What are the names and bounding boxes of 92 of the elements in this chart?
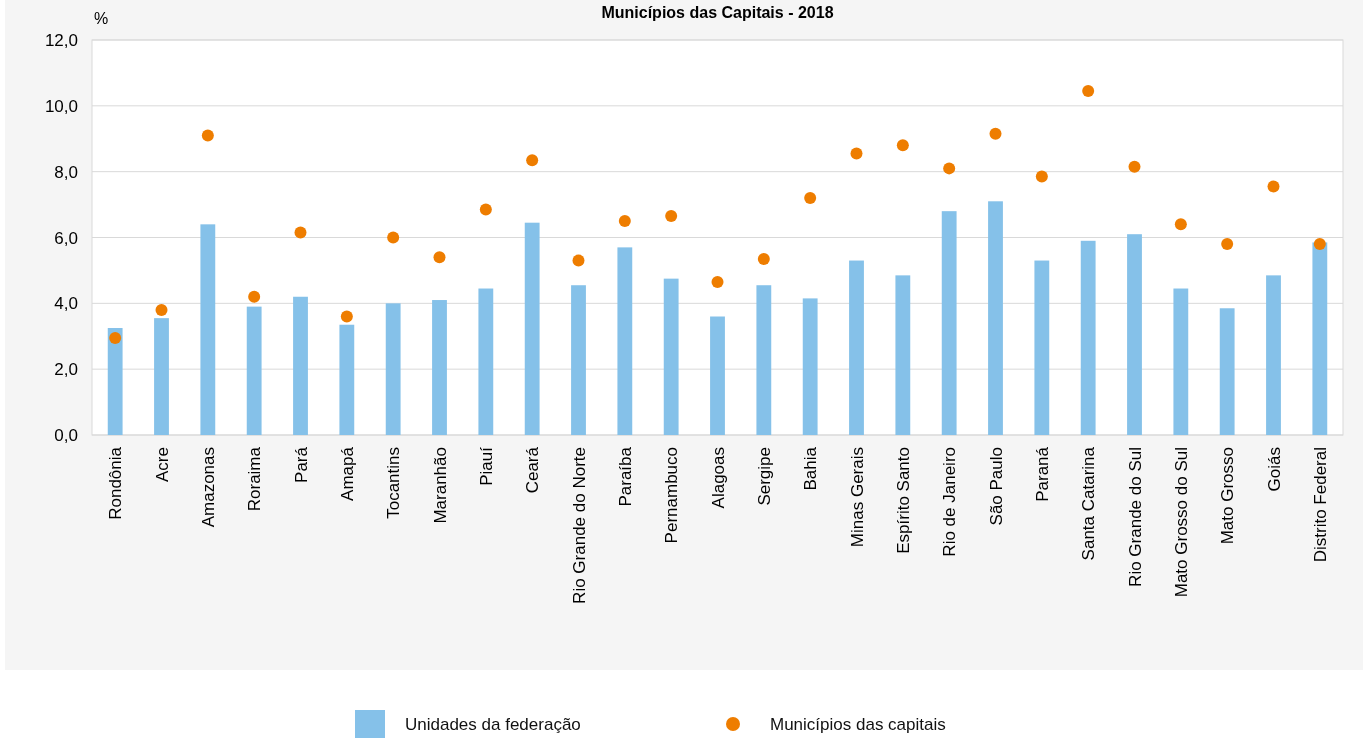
x-tick-label: Ceará: [523, 446, 543, 494]
point: [1221, 238, 1234, 251]
point: [155, 303, 168, 316]
x-tick-label: Pernambuco: [662, 447, 682, 544]
x-tick-label: Distrito Federal: [1310, 447, 1330, 563]
bar: [293, 296, 308, 435]
point: [1082, 85, 1095, 98]
point: [943, 162, 956, 175]
point: [757, 252, 770, 265]
point: [526, 154, 539, 167]
bar: [1312, 242, 1328, 435]
chart-title: Municípios das Capitais - 2018: [601, 4, 834, 21]
point: [572, 254, 585, 267]
y-tick-label: 2,0: [54, 360, 78, 380]
y-axis-title: %: [94, 10, 109, 27]
x-tick-label: Alagoas: [708, 447, 728, 509]
x-tick-label: Sergipe: [754, 447, 774, 506]
bar: [385, 303, 401, 435]
x-tick-label: Rio de Janeiro: [940, 447, 960, 557]
x-tick-label: Tocantins: [384, 447, 404, 519]
y-tick-label: 10,0: [44, 96, 78, 116]
point: [1035, 170, 1048, 183]
x-tick-label: Maranhão: [430, 447, 450, 524]
bar: [1266, 275, 1281, 435]
point: [850, 147, 863, 160]
bar: [756, 285, 772, 435]
x-tick-label: Minas Gerais: [847, 447, 867, 548]
point: [1128, 160, 1141, 173]
bar: [617, 247, 633, 435]
y-tick-label: 0,0: [54, 426, 78, 445]
x-tick-label: Espírito Santo: [893, 447, 913, 554]
legend-label: Unidades da federação: [405, 715, 581, 734]
x-tick-label: Amapá: [337, 446, 357, 501]
x-tick-label: Bahia: [801, 446, 821, 491]
x-tick-label: Paraíba: [615, 446, 635, 507]
bar: [200, 224, 216, 435]
x-tick-label: Pará: [291, 446, 311, 483]
x-tick-label: Paraná: [1032, 446, 1052, 502]
point: [248, 290, 261, 303]
point: [1267, 180, 1280, 193]
point: [479, 203, 492, 216]
bar: [1127, 234, 1142, 435]
legend-label: Municípios das capitais: [770, 715, 946, 734]
bar: [941, 211, 957, 435]
x-tick-label: São Paulo: [986, 447, 1006, 526]
x-tick-label: Mato Grosso do Sul: [1171, 447, 1191, 598]
x-tick-label: Acre: [152, 447, 172, 482]
x-tick-label: Rondônia: [106, 446, 126, 520]
bar: [1080, 240, 1096, 435]
bar: [107, 328, 123, 435]
x-tick-label: Amazonas: [198, 447, 218, 528]
x-tick-label: Mato Grosso: [1218, 447, 1238, 545]
point: [294, 226, 307, 239]
bar: [432, 300, 447, 435]
point: [387, 231, 400, 244]
point: [665, 210, 678, 223]
point: [896, 139, 909, 152]
bar: [246, 306, 262, 435]
point: [989, 127, 1002, 140]
bar: [663, 278, 679, 435]
bar: [478, 288, 494, 435]
point: [804, 192, 817, 204]
point: [618, 215, 631, 228]
point: [201, 129, 214, 142]
point: [1313, 238, 1326, 251]
y-tick-label: 6,0: [54, 228, 78, 248]
y-tick-label: 4,0: [54, 294, 78, 314]
bar: [154, 318, 169, 435]
bar: [1219, 308, 1235, 435]
bar: [524, 222, 540, 435]
point: [711, 275, 724, 288]
y-tick-label: 8,0: [54, 162, 78, 182]
x-tick-label: Roraima: [245, 446, 265, 512]
bar: [895, 275, 911, 435]
x-tick-label: Piauí: [476, 446, 496, 486]
point: [340, 310, 353, 323]
bar: [849, 260, 864, 435]
x-tick-label: Rio Grande do Sul: [1125, 447, 1145, 587]
bar: [339, 324, 355, 435]
point: [1174, 218, 1187, 231]
bar: [802, 298, 818, 435]
x-tick-label: Rio Grande do Norte: [569, 447, 589, 604]
bar: [1034, 260, 1050, 435]
x-tick-label: Goiás: [1264, 447, 1284, 492]
y-tick-label: 12,0: [44, 31, 78, 50]
x-tick-label: Santa Catarina: [1079, 446, 1099, 561]
bar: [571, 285, 586, 435]
point: [433, 251, 446, 264]
bar: [710, 316, 725, 435]
bar: [988, 201, 1003, 435]
bar: [1173, 288, 1189, 435]
point: [109, 331, 122, 344]
